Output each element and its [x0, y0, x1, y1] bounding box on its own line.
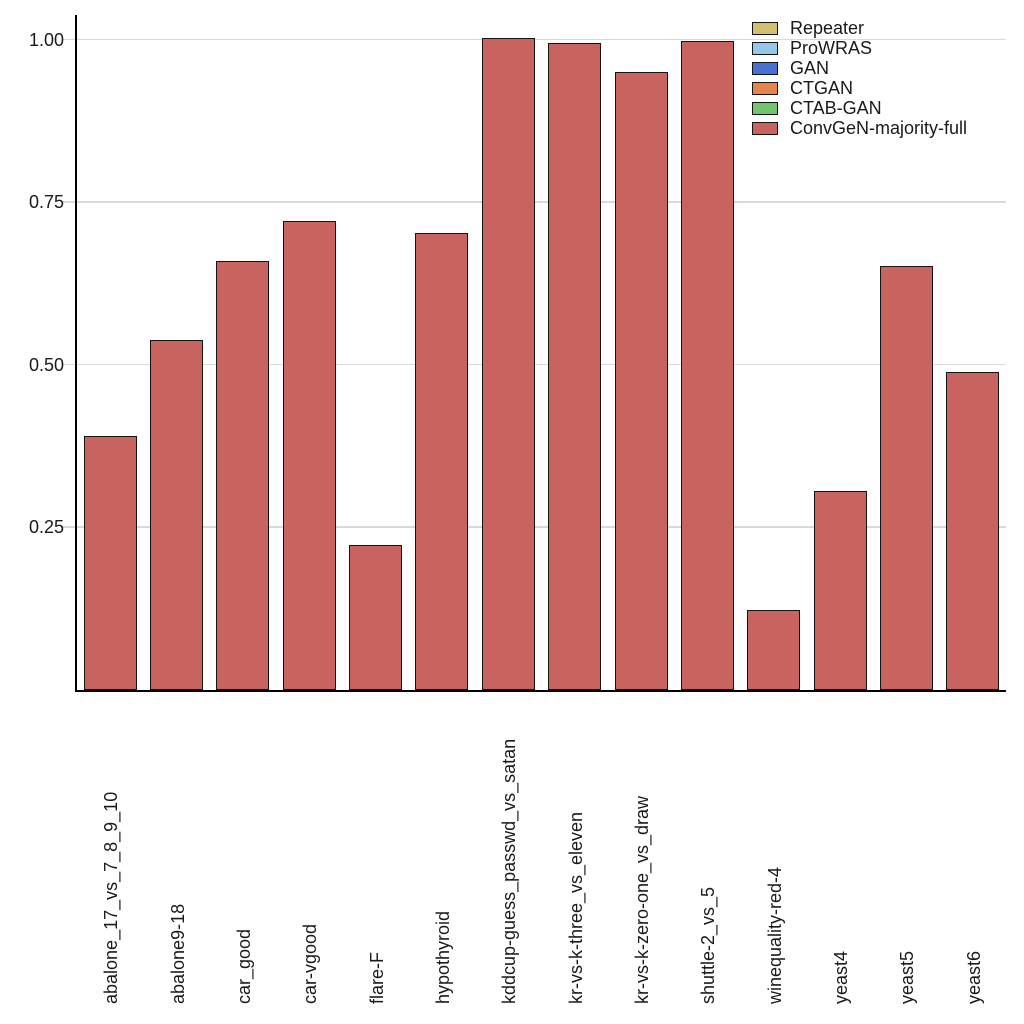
gridline	[77, 363, 1006, 366]
bar-kddcup-guess_passwd_vs_satan	[481, 37, 535, 690]
legend-label: ConvGeN-majority-full	[790, 118, 968, 138]
x-tick-label: kr-vs-k-three_vs_eleven	[565, 811, 586, 1004]
x-tick-label: abalone_17_vs_7_8_9_10	[101, 791, 122, 1004]
legend-swatch	[752, 61, 778, 75]
y-axis-spine	[75, 15, 77, 692]
bar-kr-vs-k-three_vs_eleven	[548, 42, 602, 690]
legend-item-convgen-majority-full: ConvGeN-majority-full	[752, 118, 968, 138]
bar-yeast4	[813, 490, 867, 690]
legend-swatch	[752, 41, 778, 55]
legend-swatch	[752, 121, 778, 135]
x-tick-label: winequality-red-4	[764, 866, 785, 1004]
legend-swatch	[752, 21, 778, 35]
gridline	[77, 526, 1006, 528]
legend-item-ctab-gan: CTAB-GAN	[752, 98, 967, 118]
legend-item-repeater: Repeater	[752, 18, 967, 38]
bar-yeast5	[879, 265, 933, 690]
x-tick-label: kr-vs-k-zero-one_vs_draw	[632, 795, 653, 1004]
x-tick-label: kddcup-guess_passwd_vs_satan	[499, 738, 520, 1004]
legend-item-ctgan: CTGAN	[752, 78, 967, 98]
y-tick-label: 0.75	[28, 192, 64, 212]
x-axis-spine	[75, 690, 1006, 692]
legend-swatch	[752, 101, 778, 115]
y-tick-mark	[62, 201, 77, 203]
legend: Repeater ProWRAS GAN CTGAN CTAB-GAN ConvGeN-m…	[752, 18, 968, 138]
legend-label: CTAB-GAN	[790, 98, 882, 118]
gridline	[77, 201, 1006, 203]
bar-abalone_17_vs_7_8_9_10	[83, 436, 137, 690]
bar-car_good	[216, 260, 270, 690]
bar-car-vgood	[282, 220, 336, 690]
bar-abalone9-18	[150, 339, 204, 690]
x-tick-label: flare-F	[366, 951, 387, 1004]
x-tick-label: yeast5	[897, 950, 918, 1004]
bar-flare-F	[349, 545, 403, 690]
legend-item-gan: GAN	[752, 58, 967, 78]
bar-yeast6	[946, 371, 1000, 690]
x-tick-label: shuttle-2_vs_5	[698, 886, 719, 1004]
x-tick-label: yeast6	[963, 950, 984, 1004]
x-tick-label: hypothyroid	[432, 910, 453, 1004]
legend-swatch	[752, 81, 778, 95]
legend-label: Repeater	[790, 18, 865, 38]
x-tick-label: yeast4	[831, 950, 852, 1004]
y-tick-mark	[62, 363, 77, 366]
y-tick-label: 0.50	[28, 354, 64, 375]
x-tick-label: car-vgood	[300, 923, 321, 1004]
x-tick-label: abalone9-18	[167, 903, 188, 1004]
bar-winequality-red-4	[747, 610, 801, 690]
gridline	[77, 38, 1006, 41]
legend-label: ProWRAS	[790, 38, 873, 58]
bar-kr-vs-k-zero-one_vs_draw	[614, 72, 668, 690]
y-tick-label: 0.25	[28, 517, 64, 537]
bar-shuttle-2_vs_5	[680, 40, 734, 690]
y-tick-mark	[62, 526, 77, 528]
y-tick-mark	[62, 38, 77, 41]
legend-label: GAN	[790, 58, 830, 78]
x-tick-label: car_good	[233, 928, 254, 1004]
bar-hypothyroid	[415, 232, 469, 690]
legend-item-prowras: ProWRAS	[752, 38, 967, 58]
legend-label: CTGAN	[790, 78, 853, 98]
y-tick-label: 1.00	[28, 29, 64, 50]
